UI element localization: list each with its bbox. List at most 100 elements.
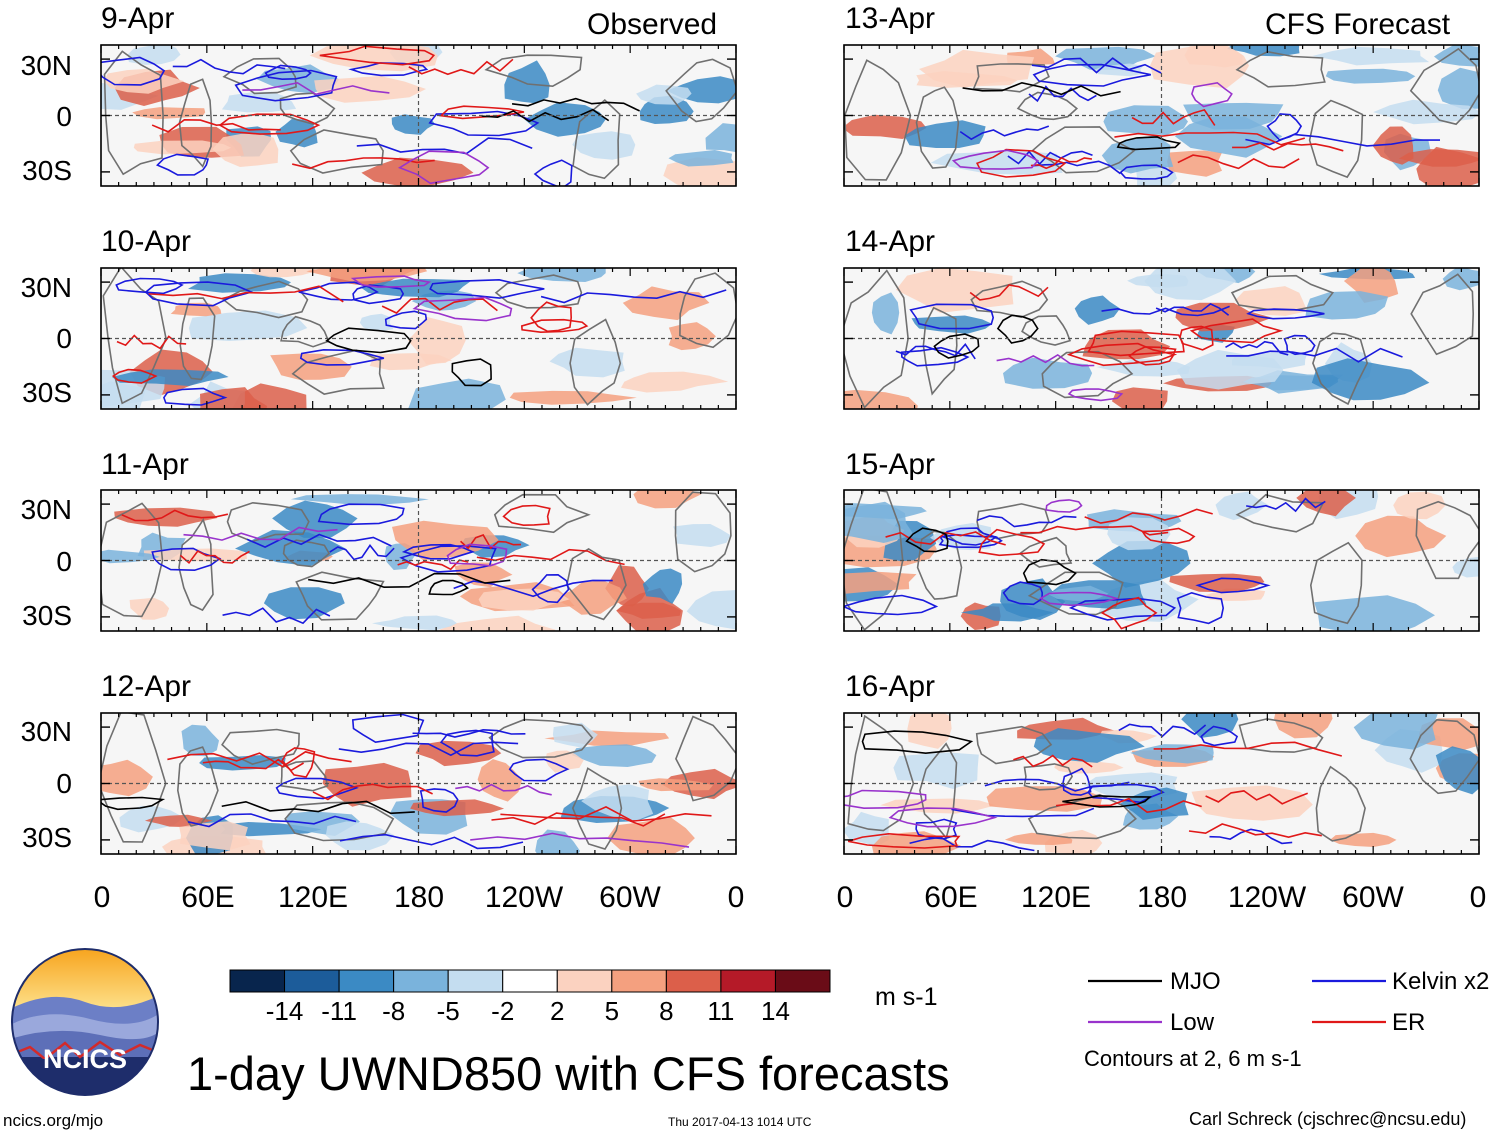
anomaly-shading	[188, 273, 291, 293]
panel-date-label: 15-Apr	[845, 448, 936, 481]
anomaly-shading	[1111, 387, 1168, 409]
lon-label: 120E	[1020, 881, 1092, 914]
wave-contour	[1022, 558, 1077, 586]
anomaly-shading	[552, 722, 598, 748]
coastline	[1308, 99, 1364, 179]
wave-contour	[234, 69, 338, 102]
wave-contour	[308, 572, 511, 589]
anomaly-shading	[1092, 540, 1191, 588]
anomaly-shading	[524, 102, 606, 137]
coastline	[1041, 350, 1134, 399]
wave-contour	[116, 334, 187, 350]
wave-contour	[1226, 347, 1403, 363]
lon-label: 120W	[1227, 881, 1307, 914]
colorbar-swatch	[774, 969, 831, 993]
anomaly-shading	[1150, 45, 1249, 89]
anomaly-shading	[1296, 490, 1356, 517]
wave-contour	[531, 573, 570, 604]
anomaly-shading	[916, 71, 1018, 88]
coastline	[488, 718, 594, 759]
wave-contour	[1176, 591, 1225, 625]
wave-contour	[909, 303, 995, 330]
wave-contour	[975, 148, 1067, 178]
lon-label: 0	[93, 881, 111, 914]
wave-contour	[412, 296, 513, 322]
anomaly-shading	[1181, 713, 1239, 738]
wave-contour	[476, 548, 625, 566]
wave-contour	[1030, 156, 1093, 170]
legend-kelvin-label: Kelvin x2	[1392, 968, 1490, 995]
lon-label: 0	[727, 881, 745, 914]
coastline	[844, 269, 909, 409]
lat-label: 30S	[22, 377, 72, 408]
anomaly-shading	[1074, 295, 1121, 325]
anomaly-shading	[129, 597, 170, 620]
anomaly-shading	[199, 755, 286, 771]
wave-contour	[115, 277, 184, 295]
anomaly-shading	[1127, 274, 1189, 288]
anomaly-shading	[1003, 357, 1093, 389]
anomaly-shading	[275, 118, 318, 148]
lat-label: 30S	[22, 822, 72, 853]
lon-label: 180	[393, 881, 445, 914]
anomaly-shading	[668, 150, 734, 167]
lon-label: 180	[1136, 881, 1188, 914]
coastline	[222, 57, 297, 95]
colorbar-swatch	[502, 969, 558, 993]
coastline	[1230, 274, 1335, 311]
wave-contour	[1100, 596, 1158, 630]
anomaly-shading	[844, 571, 917, 594]
coastline	[1415, 500, 1479, 580]
coastline	[1312, 332, 1369, 406]
anomaly-shading	[1355, 515, 1447, 558]
anomaly-shading	[114, 507, 218, 527]
footer-url[interactable]: ncics.org/mjo	[3, 1111, 104, 1130]
coastline	[280, 315, 330, 348]
observed-header: Observed	[587, 8, 718, 41]
colorbar-swatch	[393, 969, 449, 993]
wave-contour	[895, 342, 976, 360]
wave-contour	[885, 531, 1006, 546]
wave-contour	[151, 118, 281, 133]
colorbar-tick-label: -14	[265, 996, 304, 1026]
wave-contour	[1246, 308, 1325, 320]
wave-contour	[1032, 63, 1151, 87]
anomaly-shading	[1119, 787, 1189, 820]
anomaly-shading	[454, 562, 513, 588]
wave-contour	[167, 750, 352, 768]
anomaly-shading	[581, 784, 654, 823]
coastline	[569, 318, 622, 406]
map-panel	[843, 489, 1480, 632]
anomaly-shading	[1174, 116, 1283, 158]
wave-contour	[500, 806, 712, 822]
lon-label: 60W	[599, 881, 661, 914]
wave-contour	[339, 833, 524, 850]
wave-contour	[978, 528, 1046, 557]
wave-contour	[511, 97, 640, 112]
anomaly-shading	[1103, 105, 1188, 136]
anomaly-shading	[1435, 746, 1479, 795]
wave-contour	[428, 579, 469, 596]
lat-label: 0	[56, 768, 72, 799]
colorbar-tick-label: 14	[760, 996, 790, 1026]
wave-contour	[508, 758, 570, 782]
coastline	[289, 129, 384, 174]
anomaly-shading	[911, 315, 993, 334]
anomaly-shading	[478, 588, 570, 611]
anomaly-shading	[250, 268, 318, 278]
wave-contour	[1116, 136, 1182, 151]
coastline	[1315, 765, 1366, 842]
lon-label: 0	[836, 881, 854, 914]
wave-contour	[312, 783, 433, 801]
wave-contour	[1205, 790, 1308, 805]
wave-contour	[530, 301, 573, 333]
footer-credit: Carl Schreck (cjschrec@ncsu.edu)	[1189, 1109, 1467, 1129]
coastline	[226, 501, 310, 543]
anomaly-shading	[270, 353, 352, 380]
map-panels	[100, 44, 1480, 855]
coastline	[284, 801, 395, 842]
coastline	[179, 297, 216, 381]
anomaly-shading	[1305, 291, 1389, 320]
lon-label: 60W	[1342, 881, 1404, 914]
anomaly-shading	[112, 369, 229, 386]
